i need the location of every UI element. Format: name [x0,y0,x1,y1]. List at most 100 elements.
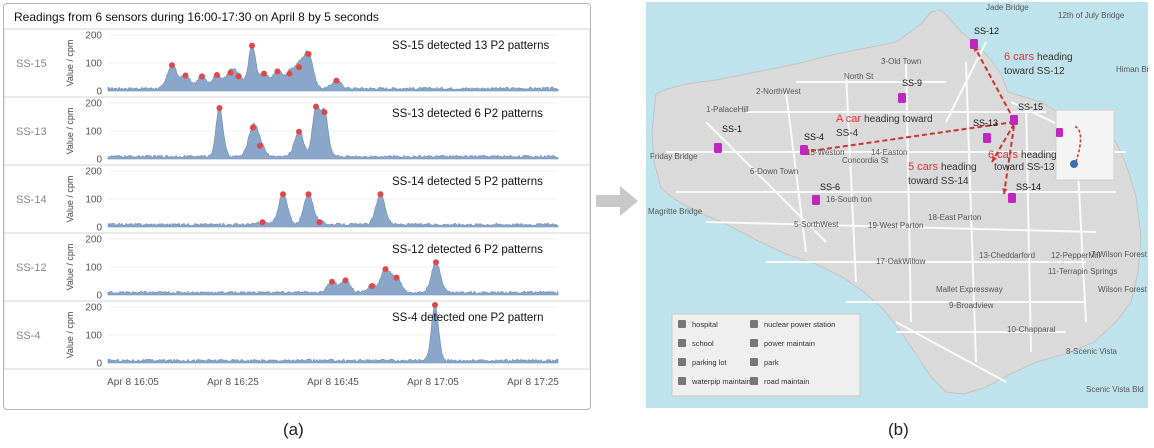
y-tick-label: 200 [85,31,102,42]
p2-peak-point[interactable] [214,72,220,78]
y-axis-label: Value / cpm [65,312,75,359]
sensor-label: SS-13 [973,118,998,128]
sensor-label: SS-4 [804,132,824,142]
route-annotation: 5 cars heading [908,161,977,173]
p2-peak-point[interactable] [296,64,302,71]
y-tick-label: 100 [85,263,102,274]
sensor-reading-area [107,306,559,364]
y-axis-label: Value / cpm [65,40,75,87]
sensor-marker[interactable] [1008,193,1016,203]
x-tick-label: Apr 8 16:45 [307,377,359,388]
sensor-label: SS-12 [974,26,999,36]
legend-label: road maintain [764,377,809,386]
sensor-row-label: SS-15 [16,58,47,70]
sensor-marker[interactable] [800,145,808,155]
p2-peak-point[interactable] [305,191,312,198]
inset-route [1073,125,1082,163]
p2-peak-point[interactable] [216,105,223,111]
p2-peak-point[interactable] [182,72,189,79]
legend-label: parking lot [692,358,728,367]
p2-peak-point[interactable] [274,68,281,75]
y-tick-label: 200 [85,303,102,314]
nuclear-icon [750,320,758,328]
sensor-label: SS-1 [722,124,742,134]
p2-peak-point[interactable] [261,70,267,77]
p2-peak-point[interactable] [259,219,266,226]
sensor-chart-svg: SS-15 Value / cpm 0 100 200 SS-15 detected 13… [4,28,590,388]
legend-label: park [764,358,779,367]
y-tick-label: 0 [96,291,102,302]
p2-peak-point[interactable] [305,51,312,57]
p2-peak-point[interactable] [382,266,389,273]
p2-peak-point[interactable] [369,283,375,289]
p2-peak-point[interactable] [316,219,323,226]
p2-peak-point[interactable] [377,191,384,198]
p2-peak-point[interactable] [313,103,319,110]
p2-peak-point[interactable] [432,302,438,308]
road-icon [750,377,758,385]
district-label: 14-Easton [871,148,907,157]
power-icon [750,339,758,347]
district-label: 17-OakWillow [876,257,926,266]
p2-peak-point[interactable] [280,191,286,198]
p2-peak-point[interactable] [342,277,349,284]
detection-annotation: SS-14 detected 5 P2 patterns [392,176,543,188]
district-label: North St [844,72,874,81]
district-labels: 1-PalaceHill 2-NorthWest 3-Old Town North S… [648,3,1154,394]
sensor-reading-area [107,42,559,92]
inset-area [1055,109,1115,181]
p2-peak-point[interactable] [199,73,205,80]
y-tick-label: 0 [96,155,102,166]
road-label: Mallet Expressway [936,285,1003,294]
route-annotation: 6 cars heading [1004,51,1073,63]
y-tick-label: 100 [85,195,102,206]
p2-peak-point[interactable] [257,142,263,149]
subfigure-label-b: (b) [888,420,909,439]
inset-sensor-marker [1056,128,1063,137]
p2-peak-point[interactable] [393,274,400,281]
sensor-marker[interactable] [983,133,991,143]
y-tick-label: 200 [85,235,102,246]
sensor-marker[interactable] [714,143,722,153]
sensor-marker[interactable] [1010,115,1018,125]
p2-peak-point[interactable] [333,77,340,84]
road-label: Wilson Forest Hwy [1098,285,1148,294]
x-tick-label: Apr 8 16:25 [207,377,259,388]
detection-annotation: SS-13 detected 6 P2 patterns [392,108,543,120]
sensor-marker[interactable] [970,39,978,49]
y-tick-label: 200 [85,99,102,110]
district-label: 8-Scenic Vista [1066,347,1118,356]
district-label: 12-PepperMill [1051,251,1101,260]
p2-peak-point[interactable] [249,42,255,49]
subfigure-label-a: (a) [283,420,304,439]
district-label: 7-Wilson Forest [1091,250,1148,259]
road-label: Jade Bridge [986,3,1029,12]
district-label: 10-Chapparal [1007,325,1056,334]
sensor-reading-area [107,103,559,160]
chart-title: Readings from 6 sensors during 16:00-17:… [14,10,379,24]
x-tick-label: Apr 8 17:05 [407,377,459,388]
y-axis-label: Value / cpm [65,244,75,291]
p2-peak-point[interactable] [227,69,234,76]
p2-peak-point[interactable] [296,128,302,135]
p2-peak-point[interactable] [169,62,175,69]
p2-peak-point[interactable] [433,259,439,266]
legend-label: hospital [692,320,718,329]
y-tick-label: 100 [85,127,102,138]
p2-peak-point[interactable] [321,109,328,116]
sensor-marker[interactable] [812,195,820,205]
p2-peak-point[interactable] [250,124,256,131]
route-annotation-target: toward SS-14 [908,176,969,187]
legend-label: waterpip maintain [691,377,751,386]
route-annotation-target: toward SS-13 [994,162,1055,173]
y-axis-label: Value / cpm [65,108,75,155]
sensor-row-label: SS-12 [16,262,47,274]
sensor-marker[interactable] [898,93,906,103]
sensor-markers: SS-1 SS-4 SS-6 SS-9 SS-12 SS-13 SS-14 SS-15 [714,26,1078,205]
vehicle-route-line [1003,125,1015,195]
p2-peak-point[interactable] [235,73,242,80]
map-legend: hospital nuclear power station school power… [671,313,861,397]
p2-peak-point[interactable] [329,278,335,285]
legend-box [671,313,861,397]
p2-peak-point[interactable] [286,70,293,77]
